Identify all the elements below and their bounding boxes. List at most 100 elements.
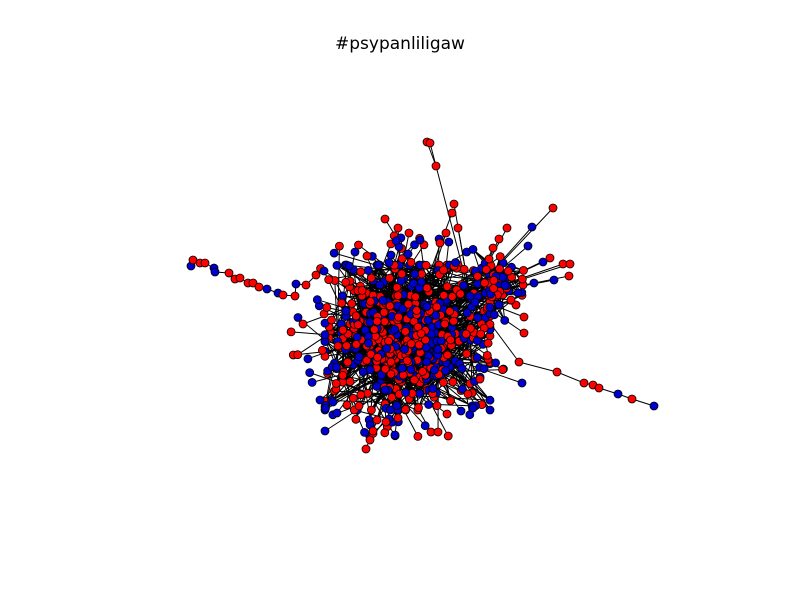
node-layer: [186, 137, 659, 454]
network-node-red: [441, 228, 451, 238]
network-node-red: [327, 315, 336, 325]
network-edge: [324, 341, 349, 363]
network-node-blue: [385, 405, 395, 415]
network-node-red: [498, 365, 508, 375]
network-node-red: [440, 319, 450, 329]
network-node-blue: [360, 427, 369, 437]
network-node-blue: [423, 315, 433, 325]
network-node-red: [416, 329, 426, 339]
network-node-red: [495, 264, 504, 274]
network-node-red: [502, 223, 512, 233]
network-node-blue: [421, 343, 431, 353]
network-node-red: [380, 428, 390, 438]
network-node-blue: [500, 281, 510, 290]
network-node-red: [386, 369, 396, 379]
network-node-blue: [456, 406, 466, 416]
network-node-red: [337, 298, 347, 308]
network-node-red: [357, 285, 367, 295]
network-node-red: [404, 228, 414, 238]
network-node-red: [461, 329, 471, 339]
network-node-blue: [305, 368, 315, 378]
network-node-red: [455, 289, 465, 299]
network-node-red: [443, 431, 453, 441]
network-node-red: [409, 375, 419, 385]
network-node-blue: [473, 313, 483, 323]
network-node-blue: [303, 354, 313, 364]
edge-layer: [190, 141, 655, 450]
network-node-blue: [410, 240, 419, 250]
network-node-red: [354, 240, 363, 250]
network-edge: [457, 227, 471, 297]
network-node-red: [476, 329, 486, 339]
network-node-red: [519, 328, 529, 338]
network-node-blue: [529, 278, 539, 288]
network-node-blue: [382, 343, 392, 353]
network-node-red: [482, 350, 492, 360]
network-node-blue: [415, 235, 425, 245]
network-node-red: [372, 316, 382, 326]
network-node-red: [393, 413, 403, 423]
network-node-red: [366, 405, 376, 415]
network-node-blue: [485, 302, 495, 312]
network-node-red: [517, 274, 527, 284]
network-node-blue: [468, 244, 478, 254]
network-node-blue: [354, 352, 364, 362]
network-node-blue: [513, 288, 523, 298]
network-node-red: [494, 234, 504, 244]
network-node-blue: [416, 277, 426, 287]
network-node-red: [372, 415, 382, 425]
network-node-red: [495, 252, 505, 262]
network-node-red: [361, 444, 371, 454]
network-node-red: [338, 325, 348, 335]
network-node-blue: [457, 364, 467, 374]
network-node-blue: [485, 405, 495, 415]
figure-title: #psypanliligaw: [335, 34, 465, 54]
network-node-red: [432, 401, 442, 411]
network-node-blue: [331, 362, 341, 372]
network-node-red: [379, 307, 389, 317]
network-node-red: [463, 389, 473, 399]
network-node-blue: [374, 260, 384, 270]
network-node-blue: [400, 344, 410, 354]
network-node-red: [293, 350, 303, 360]
network-node-blue: [378, 295, 388, 305]
network-node-red: [394, 312, 404, 322]
network-node-red: [449, 199, 459, 209]
network-node-red: [489, 283, 499, 293]
network-node-red: [412, 306, 422, 315]
network-node-red: [431, 161, 441, 171]
network-node-red: [439, 265, 448, 275]
network-node-red: [311, 270, 321, 280]
network-node-blue: [470, 297, 480, 307]
network-edge: [469, 295, 520, 363]
network-node-red: [278, 290, 288, 300]
network-node-red: [462, 349, 472, 359]
network-node-red: [366, 273, 376, 283]
network-node-red: [503, 266, 513, 276]
network-node-red: [322, 303, 332, 312]
network-node-blue: [410, 269, 420, 279]
network-node-red: [400, 327, 410, 336]
network-node-red: [317, 345, 327, 355]
network-node-red: [446, 396, 456, 406]
network-node-red: [384, 336, 394, 346]
network-node-blue: [472, 353, 482, 363]
network-node-blue: [321, 403, 330, 413]
network-node-blue: [386, 250, 396, 260]
network-node-red: [552, 367, 562, 377]
network-node-red: [362, 355, 372, 365]
network-node-red: [406, 339, 416, 349]
network-node-red: [200, 258, 210, 268]
network-node-blue: [364, 338, 374, 348]
network-node-blue: [431, 310, 441, 320]
network-node-blue: [415, 389, 425, 398]
network-node-red: [480, 278, 490, 288]
network-node-red: [594, 383, 604, 393]
network-node-red: [548, 203, 558, 213]
network-node-red: [481, 265, 491, 275]
network-node-blue: [320, 330, 330, 340]
network-node-red: [385, 301, 395, 311]
network-node-blue: [459, 281, 469, 290]
network-node-red: [449, 316, 459, 326]
network-edge: [556, 371, 585, 384]
